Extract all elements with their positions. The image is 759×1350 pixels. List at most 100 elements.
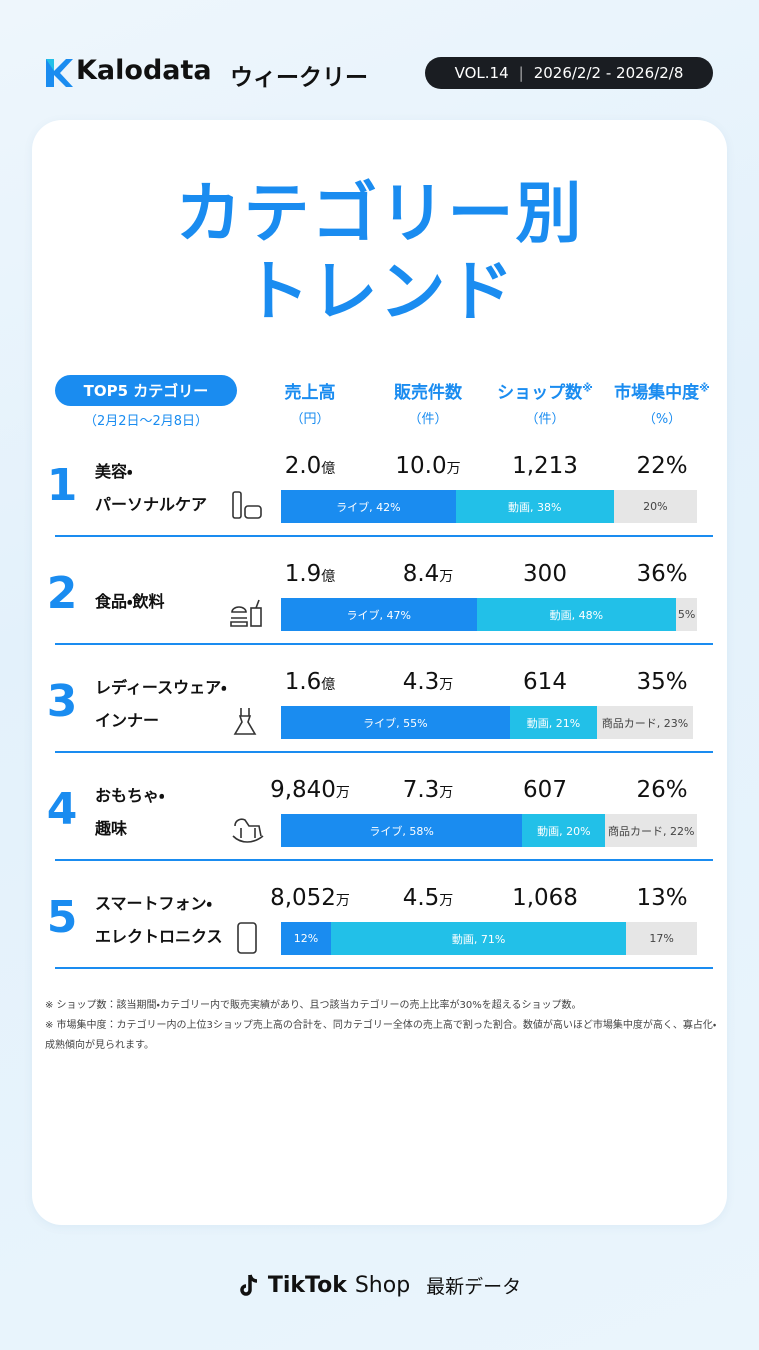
category-name: パーソナルケア — [95, 495, 208, 514]
metric: 9,840万 — [240, 777, 380, 803]
channel-segment: 動画, 38% — [455, 490, 614, 523]
metric: 8.4万 — [358, 561, 498, 587]
channel-segment: ライブ, 55% — [281, 706, 510, 739]
channel-bar: ライブ, 55% 動画, 21% 商品カード, 23% — [281, 706, 697, 739]
metric-value: 7.3 — [402, 777, 440, 803]
column-note: ※ — [699, 381, 710, 395]
metric-value: 8,052 — [270, 885, 336, 911]
segment-label: ライブ, 55% — [363, 716, 428, 730]
category-name: おもちゃ・ — [95, 786, 165, 805]
column-name: 販売件数 — [394, 383, 462, 403]
category-name: スマートフォン・ — [95, 894, 212, 913]
segment-label: 12% — [293, 932, 319, 945]
segment-label: ライブ, 58% — [369, 824, 434, 838]
metric: 7.3万 — [358, 777, 498, 803]
card — [32, 120, 727, 1225]
channel-segment: ライブ, 47% — [281, 598, 477, 631]
title-line: トレンド — [243, 253, 516, 330]
category-name: 美容・ — [95, 462, 133, 481]
metric-value: 1.6 — [284, 669, 322, 695]
brand: Kalodata — [76, 55, 212, 86]
footer-shop: Shop — [354, 1273, 411, 1298]
rank: 5 — [46, 892, 78, 943]
row-divider — [55, 967, 713, 969]
rank: 1 — [46, 460, 78, 511]
metric-unit: 万 — [439, 785, 454, 801]
metric-unit: 億 — [321, 461, 336, 477]
segment-label: 動画, 38% — [508, 500, 562, 514]
metric: 13% — [636, 885, 688, 911]
metric: 26% — [636, 777, 688, 803]
metric-unit: 万 — [335, 893, 350, 909]
segment-label: 商品カード, 22% — [607, 824, 695, 838]
channel-segment: 動画, 71% — [330, 922, 627, 955]
segment-label: ライブ, 47% — [346, 608, 411, 622]
metric: 36% — [636, 561, 688, 587]
metric-unit: 億 — [321, 677, 336, 693]
footnote: ※ ショップ数：該当期間・カテゴリー内で販売実績があり、且つ該当カテゴリーの売上… — [45, 1000, 582, 1011]
footnote: ※ 市場集中度：カテゴリー内の上位3ショップ売上高の合計を、同カテゴリー全体の売… — [45, 1020, 717, 1051]
vol: VOL.14 — [454, 64, 509, 82]
metric: 1,213 — [512, 453, 578, 479]
segment-label: 動画, 20% — [537, 824, 591, 838]
separator: | — [518, 64, 524, 82]
period: 2026/2/2 - 2026/2/8 — [533, 64, 684, 82]
column-header: 販売件数 — [363, 378, 493, 403]
metric-value: 9,840 — [270, 777, 336, 803]
category-icon — [232, 491, 262, 519]
row-divider — [55, 643, 713, 645]
rank: 4 — [46, 784, 78, 835]
tiktok-icon — [240, 1273, 257, 1296]
segment-label: 5% — [677, 608, 696, 621]
rank: 3 — [46, 676, 78, 727]
metric-unit: 万 — [439, 677, 454, 693]
footer-brand: TikTok — [267, 1273, 347, 1298]
column-name: 市場集中度 — [614, 383, 700, 403]
column-note: ※ — [582, 381, 593, 395]
channel-bar: ライブ, 42% 動画, 38% 20% — [281, 490, 697, 523]
table-period: （2月2日〜2月8日） — [83, 414, 209, 429]
footer: TikTok Shop 最新データ — [0, 1272, 759, 1299]
column-unit: （円） — [290, 412, 330, 427]
metric-value: 10.0 — [395, 453, 447, 479]
metric: 22% — [636, 453, 688, 479]
category-icon — [237, 922, 257, 954]
segment-label: 20% — [643, 500, 668, 513]
segment-label: 商品カード, 23% — [601, 716, 689, 730]
footer-tag: 最新データ — [426, 1276, 522, 1298]
metric-value: 4.5 — [402, 885, 440, 911]
category-icon — [232, 818, 264, 843]
category-name: 食品・飲料 — [95, 592, 165, 611]
metric: 1.9億 — [240, 561, 380, 587]
category-name: インナー — [95, 711, 160, 730]
metric: 607 — [523, 777, 567, 803]
column-unit: （件） — [525, 412, 565, 427]
channel-segment: 5% — [676, 598, 697, 631]
channel-bar: ライブ, 58% 動画, 20% 商品カード, 22% — [281, 814, 697, 847]
edition: ウィークリー — [230, 65, 368, 91]
logo-icon — [46, 59, 73, 87]
category-icon — [233, 708, 257, 735]
channel-bar: ライブ, 47% 動画, 48% 5% — [281, 598, 697, 631]
channel-segment: 商品カード, 23% — [597, 706, 693, 739]
metric-unit: 万 — [439, 893, 454, 909]
segment-label: 動画, 71% — [451, 932, 506, 946]
metric-value: 4.3 — [402, 669, 440, 695]
metric: 8,052万 — [240, 885, 380, 911]
metric-unit: 万 — [439, 569, 454, 585]
column-name: 売上高 — [284, 383, 336, 403]
column-unit: （件） — [408, 412, 448, 427]
metric: 4.3万 — [358, 669, 498, 695]
column-name: ショップ数 — [497, 383, 583, 403]
title-line: カテゴリー別 — [175, 175, 584, 252]
column-header: 売上高 — [245, 378, 375, 403]
category-name: 趣味 — [95, 819, 128, 838]
channel-segment: 動画, 20% — [522, 814, 606, 847]
metric: 1.6億 — [240, 669, 380, 695]
metric: 4.5万 — [358, 885, 498, 911]
metric-unit: 万 — [335, 785, 350, 801]
channel-segment: 商品カード, 22% — [605, 814, 697, 847]
row-divider — [55, 751, 713, 753]
row-divider — [55, 859, 713, 861]
